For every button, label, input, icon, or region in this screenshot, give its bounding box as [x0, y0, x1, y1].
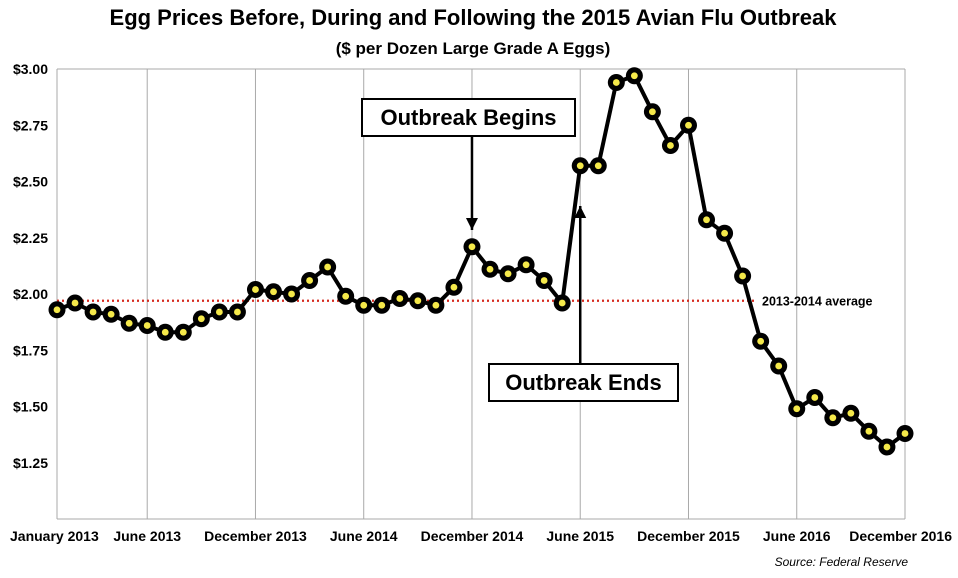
- y-tick-label: $2.25: [13, 230, 48, 246]
- data-point-center: [107, 310, 115, 318]
- data-point-center: [288, 290, 295, 298]
- data-point-center: [234, 308, 241, 316]
- data-point-center: [252, 286, 259, 293]
- chart-subtitle: ($ per Dozen Large Grade A Eggs): [336, 39, 611, 58]
- data-point-center: [270, 288, 277, 296]
- y-tick-label: $2.75: [13, 117, 48, 133]
- data-point-center: [432, 301, 440, 309]
- outbreak-begins-label: Outbreak Begins: [380, 105, 556, 130]
- data-point-center: [793, 405, 801, 413]
- outbreak-ends-label: Outbreak Ends: [505, 370, 661, 395]
- x-tick-label: December 2013: [204, 528, 307, 544]
- y-tick-label: $1.50: [13, 399, 48, 415]
- data-point-center: [811, 394, 819, 401]
- data-point-center: [540, 277, 548, 284]
- data-point-center: [703, 216, 710, 224]
- outbreak-begins-box: [361, 98, 576, 137]
- data-point-center: [775, 362, 783, 370]
- x-tick-label: June 2013: [113, 528, 181, 544]
- data-point-center: [612, 79, 620, 86]
- outbreak-begins-arrow-head: [465, 218, 478, 230]
- data-point-center: [901, 430, 909, 437]
- data-point-center: [558, 299, 566, 307]
- data-point-center: [342, 292, 350, 300]
- x-tick-label: December 2014: [421, 528, 524, 544]
- data-point-center: [378, 301, 386, 309]
- data-point-center: [504, 270, 512, 278]
- data-point-center: [71, 299, 79, 307]
- data-point-center: [576, 162, 584, 170]
- data-point-center: [757, 337, 765, 345]
- y-tick-label: $1.25: [13, 455, 48, 471]
- data-point-center: [324, 263, 332, 271]
- data-point-center: [306, 277, 313, 284]
- data-point-center: [89, 308, 97, 316]
- data-point-center: [630, 72, 638, 80]
- data-point-center: [468, 243, 476, 251]
- data-point-center: [522, 261, 530, 269]
- plot-area: $3.00 $2.75 $2.50 $2.25 $2.00 $1.75 $1.50 $1.25…: [10, 61, 952, 544]
- data-point-center: [865, 427, 873, 435]
- data-point-center: [649, 108, 656, 116]
- data-point-center: [847, 409, 855, 417]
- data-point-center: [721, 229, 728, 237]
- y-tick-label: $2.50: [13, 174, 48, 190]
- x-tick-label: December 2016: [849, 528, 952, 544]
- x-tick-label: January 2013: [10, 528, 99, 544]
- data-point-center: [125, 319, 133, 327]
- chart-title: Egg Prices Before, During and Following …: [110, 5, 838, 30]
- data-point-center: [179, 328, 187, 336]
- data-point-center: [739, 272, 747, 280]
- data-point-center: [161, 328, 169, 336]
- data-point-center: [486, 265, 494, 273]
- outbreak-ends-box: [488, 363, 679, 402]
- data-point-center: [197, 315, 205, 323]
- data-point-center: [143, 322, 151, 329]
- x-tick-label: June 2014: [330, 528, 398, 544]
- x-tick-label: June 2016: [763, 528, 831, 544]
- data-point-center: [667, 142, 674, 149]
- outbreak-ends-arrow-head: [574, 206, 587, 218]
- y-tick-label: $2.00: [13, 286, 48, 302]
- data-point-center: [685, 121, 692, 129]
- y-tick-label: $1.75: [13, 342, 48, 358]
- y-tick-label: $3.00: [13, 61, 48, 77]
- data-point-center: [450, 283, 458, 291]
- data-point-center: [414, 297, 422, 305]
- x-tick-label: December 2015: [637, 528, 740, 544]
- data-point-center: [53, 306, 61, 314]
- x-tick-label: June 2015: [546, 528, 614, 544]
- average-reference-label: 2013-2014 average: [762, 294, 873, 308]
- data-point-center: [396, 295, 404, 302]
- data-point-center: [594, 162, 602, 170]
- data-point-center: [360, 301, 368, 309]
- source-note: Source: Federal Reserve: [775, 555, 909, 569]
- data-point-center: [829, 414, 837, 422]
- data-point-center: [883, 443, 891, 451]
- data-point-center: [215, 308, 223, 316]
